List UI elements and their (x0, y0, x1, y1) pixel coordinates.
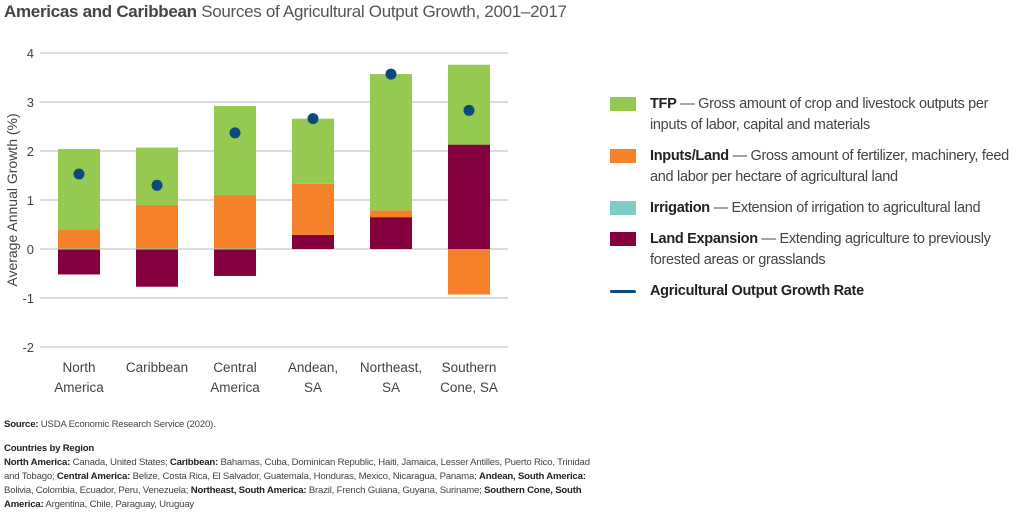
bar-segment-inputs-land (136, 204, 178, 249)
region-name: Andean, South America: (479, 471, 586, 482)
bar-segment-irrigation (214, 248, 256, 250)
legend-label: Land Expansion (650, 231, 758, 247)
source-text: USDA Economic Research Service (2020). (40, 419, 216, 430)
bar-segment-tfp (292, 118, 334, 184)
bar-segment-land-expansion (292, 234, 334, 249)
bar-segment-inputs-land (214, 195, 256, 249)
x-tick-label: Cone, SA (440, 380, 498, 395)
bar-segment-tfp (370, 74, 412, 211)
title-rest: Sources of Agricultural Output Growth, 2… (201, 2, 567, 21)
y-tick-label: 2 (27, 144, 34, 159)
legend-desc: — Extending agriculture to previously fo… (650, 231, 991, 268)
bar-segment-inputs-land (370, 210, 412, 218)
legend-desc: — Extension of irrigation to agricultura… (713, 200, 981, 216)
legend-label: TFP (650, 96, 677, 112)
bar-segment-tfp (136, 147, 178, 205)
y-axis-label: Average Annual Growth (%) (4, 113, 20, 286)
region-name: Southern Cone, South America: (4, 485, 582, 510)
source-label: Source: (4, 419, 39, 430)
regions-list: North America: Canada, United States; Ca… (4, 456, 604, 512)
x-tick-label: Caribbean (126, 360, 188, 375)
region-name: Northeast, South America: (190, 485, 307, 496)
y-tick-label: 0 (27, 242, 34, 257)
growth-rate-point (73, 168, 85, 180)
irrigation-swatch (610, 201, 636, 215)
growth-rate-point (385, 68, 397, 80)
y-tick-label: -1 (22, 291, 34, 306)
legend-item-land-expansion: Land Expansion — Extending agriculture t… (608, 229, 1024, 271)
region-countries: Bahamas, Cuba, Dominican Republic, Haiti… (4, 457, 590, 482)
bar-segment-irrigation (136, 248, 178, 250)
growth-rate-point (463, 104, 475, 116)
region-countries: Belize, Costa Rica, El Salvador, Guatema… (132, 471, 477, 482)
bar-segment-land-expansion (58, 249, 100, 275)
bar-segment-irrigation (58, 248, 100, 250)
y-tick-label: 4 (27, 46, 34, 61)
bar-segment-land-expansion (136, 249, 178, 287)
bar-segment-inputs-land (292, 183, 334, 235)
title-bold: Americas and Caribbean (4, 2, 197, 21)
legend-label: Irrigation (650, 200, 710, 216)
legend: TFP — Gross amount of crop and livestock… (608, 94, 1024, 312)
x-tick-label: SA (304, 380, 322, 395)
region-name: Caribbean: (169, 457, 219, 468)
x-tick-label: America (54, 380, 104, 395)
legend-label: Inputs/Land (650, 148, 729, 164)
region-countries: Brazil, French Guiana, Guyana, Suriname; (308, 485, 482, 496)
y-tick-label: 1 (27, 193, 34, 208)
growth-rate-point (151, 179, 163, 191)
growth-rate-point (307, 113, 319, 125)
legend-item-inputs: Inputs/Land — Gross amount of fertilizer… (608, 146, 1024, 188)
bar-segment-land-expansion (370, 217, 412, 249)
bar-segment-land-expansion (214, 249, 256, 276)
inputs-swatch (610, 149, 636, 163)
bar-segment-tfp (58, 149, 100, 230)
x-tick-label: Northeast, (360, 360, 422, 375)
x-tick-label: Andean, (288, 360, 338, 375)
tfp-swatch (610, 97, 636, 111)
legend-item-tfp: TFP — Gross amount of crop and livestock… (608, 94, 1024, 136)
legend-desc: — Gross amount of fertilizer, machinery,… (650, 148, 1009, 185)
region-countries: Canada, United States; (72, 457, 168, 468)
chart-title: Americas and Caribbean Sources of Agricu… (4, 2, 567, 22)
x-tick-label: America (210, 380, 260, 395)
x-tick-label: North (62, 360, 95, 375)
land-expansion-swatch (610, 232, 636, 246)
y-tick-label: 3 (27, 95, 34, 110)
x-tick-label: SA (382, 380, 400, 395)
notes: Source: USDA Economic Research Service (… (4, 418, 604, 512)
bar-segment-tfp (214, 105, 256, 196)
legend-desc: — Gross amount of crop and livestock out… (650, 96, 989, 133)
countries-heading: Countries by Region (4, 442, 604, 456)
countries-heading-text: Countries by Region (4, 443, 95, 454)
bar-segment-land-expansion (448, 144, 490, 249)
bar-segment-tfp (448, 64, 490, 145)
source-note: Source: USDA Economic Research Service (… (4, 418, 604, 432)
bar-segment-inputs-land (448, 249, 490, 295)
bar-segment-inputs-land (58, 229, 100, 249)
growth-rate-line-icon (610, 290, 636, 293)
legend-item-growth-rate: Agricultural Output Growth Rate (608, 281, 1024, 302)
x-tick-label: Southern (442, 360, 497, 375)
legend-label: Agricultural Output Growth Rate (650, 283, 864, 299)
region-countries: Bolivia, Colombia, Ecuador, Peru, Venezu… (4, 485, 189, 496)
legend-item-irrigation: Irrigation — Extension of irrigation to … (608, 198, 1024, 219)
x-tick-label: Central (213, 360, 257, 375)
stacked-bar-chart: 4 3 2 1 0 -1 -2 Average Annual Growth (%) North A… (4, 46, 508, 395)
region-name: Central America: (56, 471, 131, 482)
region-countries: Argentina, Chile, Paraguay, Uruguay (45, 499, 194, 510)
growth-rate-point (229, 127, 241, 139)
region-name: North America: (4, 457, 71, 468)
y-tick-label: -2 (22, 340, 34, 355)
